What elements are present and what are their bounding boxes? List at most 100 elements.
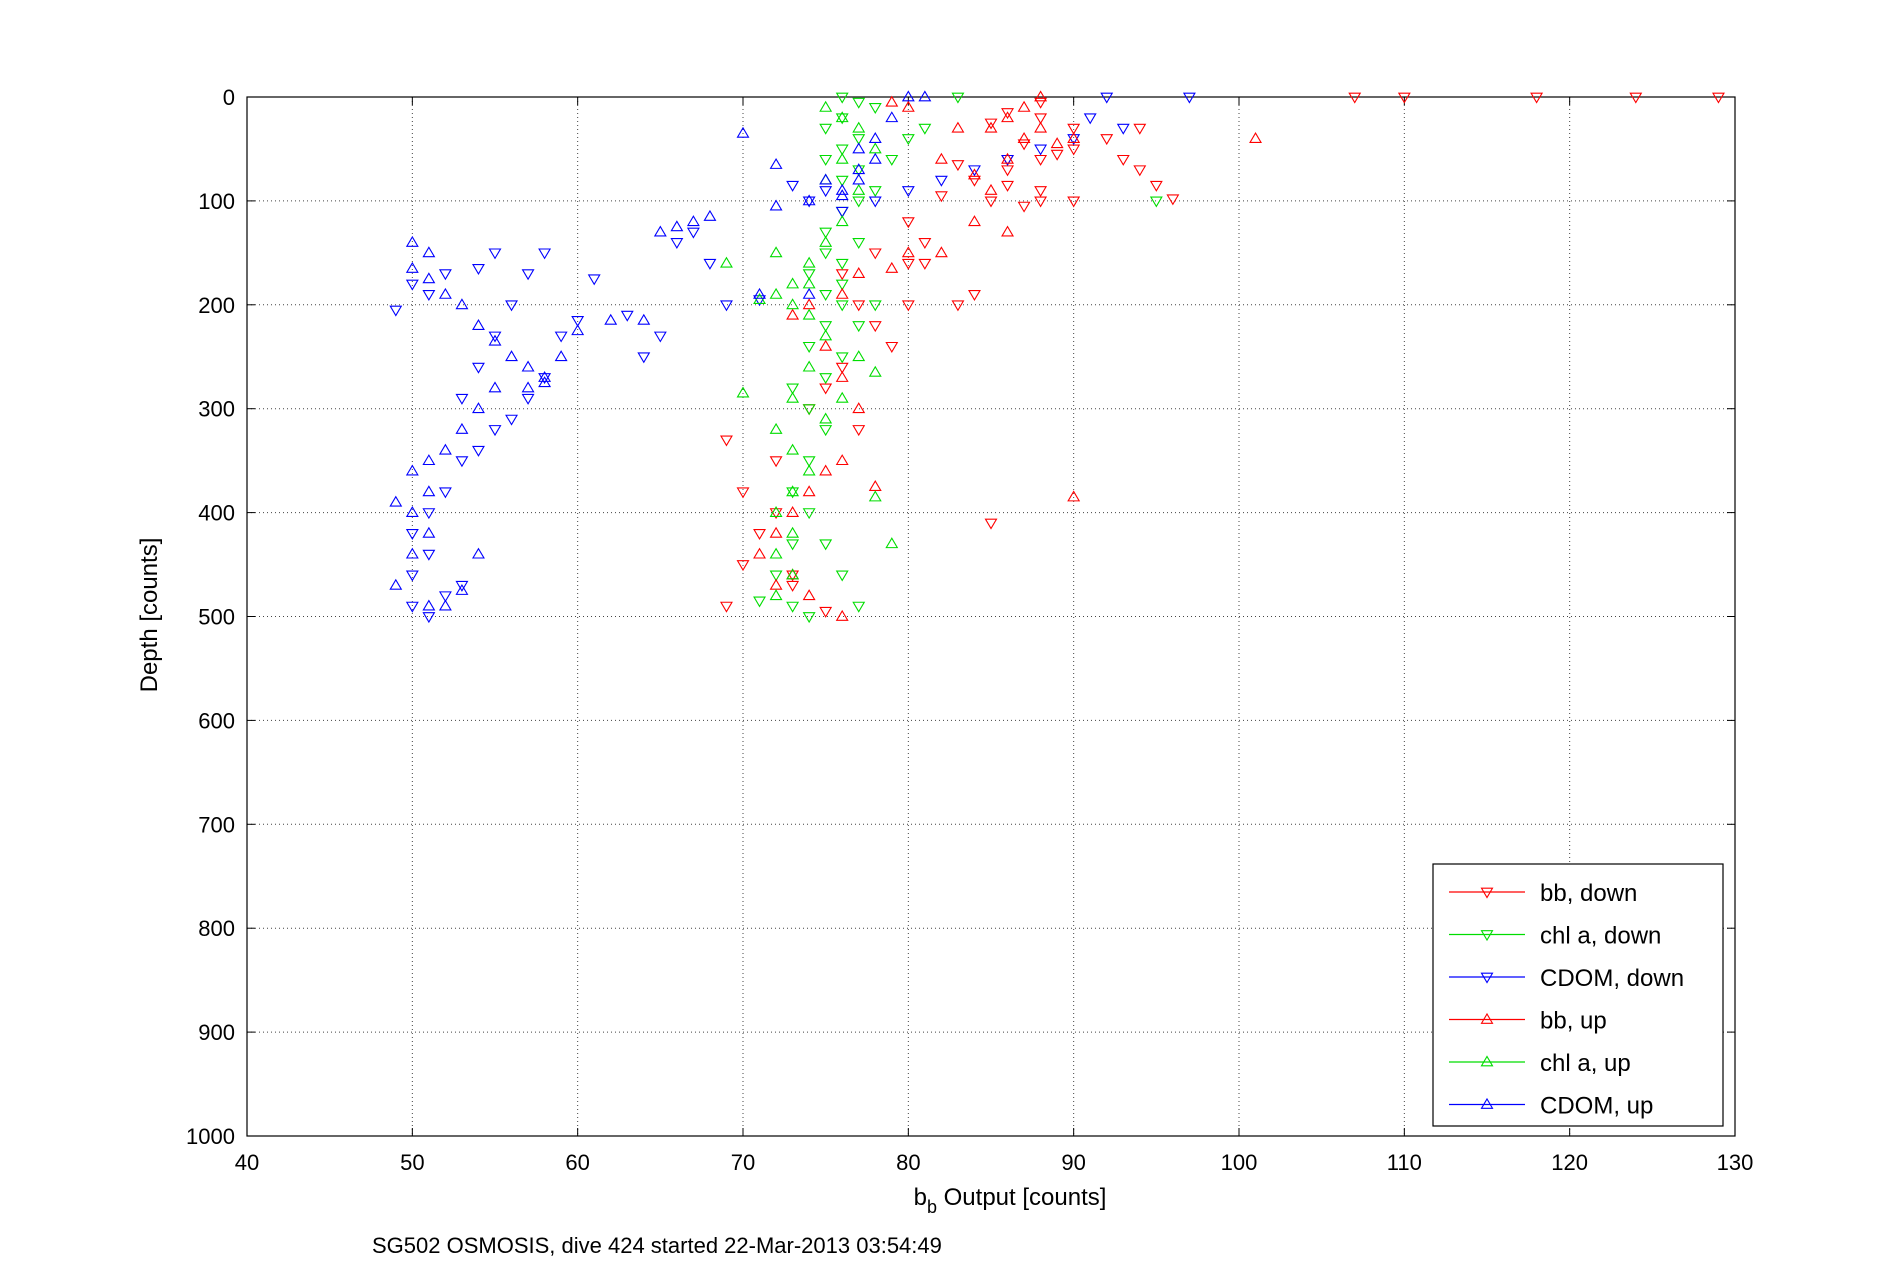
data-point	[488, 381, 502, 393]
data-point	[819, 154, 833, 166]
data-point	[1116, 123, 1130, 135]
data-point	[1034, 196, 1048, 208]
data-point	[1034, 113, 1048, 125]
data-point	[753, 528, 766, 540]
data-point	[852, 183, 866, 195]
data-point	[802, 589, 816, 601]
data-point	[405, 261, 419, 273]
data-point	[868, 300, 882, 312]
data-point	[405, 528, 419, 540]
data-point	[802, 508, 816, 520]
data-point	[1001, 152, 1014, 164]
data-point	[1100, 134, 1114, 146]
data-point	[736, 126, 750, 138]
data-point	[835, 370, 849, 382]
data-point	[620, 310, 634, 322]
data-point	[571, 315, 585, 327]
data-point	[819, 123, 833, 135]
legend-marker	[1480, 972, 1494, 984]
data-point	[852, 134, 866, 146]
data-point	[819, 321, 833, 333]
data-point	[1034, 97, 1048, 109]
data-point	[587, 274, 601, 286]
data-point	[472, 362, 485, 374]
series-cdom-up	[389, 90, 932, 611]
data-point	[868, 248, 882, 260]
data-point	[769, 287, 783, 299]
data-point	[769, 506, 783, 517]
data-point	[852, 121, 866, 133]
data-point	[852, 97, 866, 109]
data-point	[1166, 194, 1180, 206]
data-point	[802, 196, 816, 208]
data-point	[968, 215, 981, 227]
data-point	[538, 376, 552, 388]
data-point	[1034, 144, 1048, 156]
data-point	[835, 215, 849, 227]
data-point	[505, 350, 518, 362]
y-tick-label: 200	[198, 293, 235, 318]
data-point	[720, 300, 733, 312]
data-point	[554, 350, 568, 362]
data-point	[901, 90, 915, 102]
data-point	[968, 290, 981, 301]
data-point	[968, 168, 981, 180]
data-point	[951, 121, 965, 133]
data-point	[1182, 92, 1196, 104]
data-point	[753, 596, 766, 608]
data-point	[472, 547, 485, 559]
data-point	[422, 508, 436, 520]
data-point	[901, 217, 915, 229]
data-point	[472, 402, 485, 414]
data-point	[422, 526, 436, 538]
x-axis-label-main: b	[914, 1184, 927, 1211]
data-point	[852, 142, 866, 154]
data-point	[835, 258, 849, 270]
data-point	[1001, 111, 1014, 123]
data-point	[852, 321, 866, 333]
data-point	[852, 196, 866, 208]
data-point	[538, 248, 552, 260]
data-point	[1017, 139, 1031, 151]
data-point	[769, 547, 783, 559]
x-tick-label: 80	[896, 1150, 920, 1175]
data-point	[769, 422, 783, 434]
data-point	[984, 196, 998, 208]
data-point	[389, 305, 403, 317]
x-tick-label: 110	[1387, 1150, 1422, 1175]
data-point	[786, 526, 800, 538]
data-point	[835, 113, 849, 125]
legend-label: CDOM, down	[1540, 965, 1684, 992]
data-point	[736, 487, 750, 499]
data-point	[786, 180, 800, 192]
data-point	[835, 206, 849, 218]
data-point	[1133, 165, 1147, 177]
legend-marker	[1480, 930, 1494, 942]
y-tick-label: 800	[198, 916, 235, 941]
series-bb-down	[720, 92, 1725, 618]
data-point	[852, 350, 866, 362]
data-point	[736, 386, 750, 398]
data-point	[819, 339, 833, 351]
data-point	[455, 583, 469, 595]
data-point	[918, 238, 932, 250]
data-point	[472, 264, 485, 276]
data-point	[802, 341, 816, 353]
data-point	[769, 246, 783, 258]
data-point	[472, 445, 485, 457]
data-point	[1530, 92, 1544, 104]
data-point	[405, 601, 419, 613]
data-point	[918, 90, 932, 102]
data-point	[472, 318, 485, 330]
data-point	[786, 568, 800, 580]
data-point	[405, 570, 419, 582]
data-point	[868, 196, 882, 208]
data-point	[769, 526, 783, 538]
data-point	[1001, 108, 1014, 120]
axis-ticks: 40 50 60 70 80 90 100 110 120 130 0 100 200 300 400 500…	[186, 85, 1753, 1175]
data-point	[769, 199, 783, 211]
data-point	[455, 580, 469, 592]
data-point	[389, 578, 403, 590]
data-point	[505, 300, 518, 312]
data-point	[835, 144, 849, 156]
